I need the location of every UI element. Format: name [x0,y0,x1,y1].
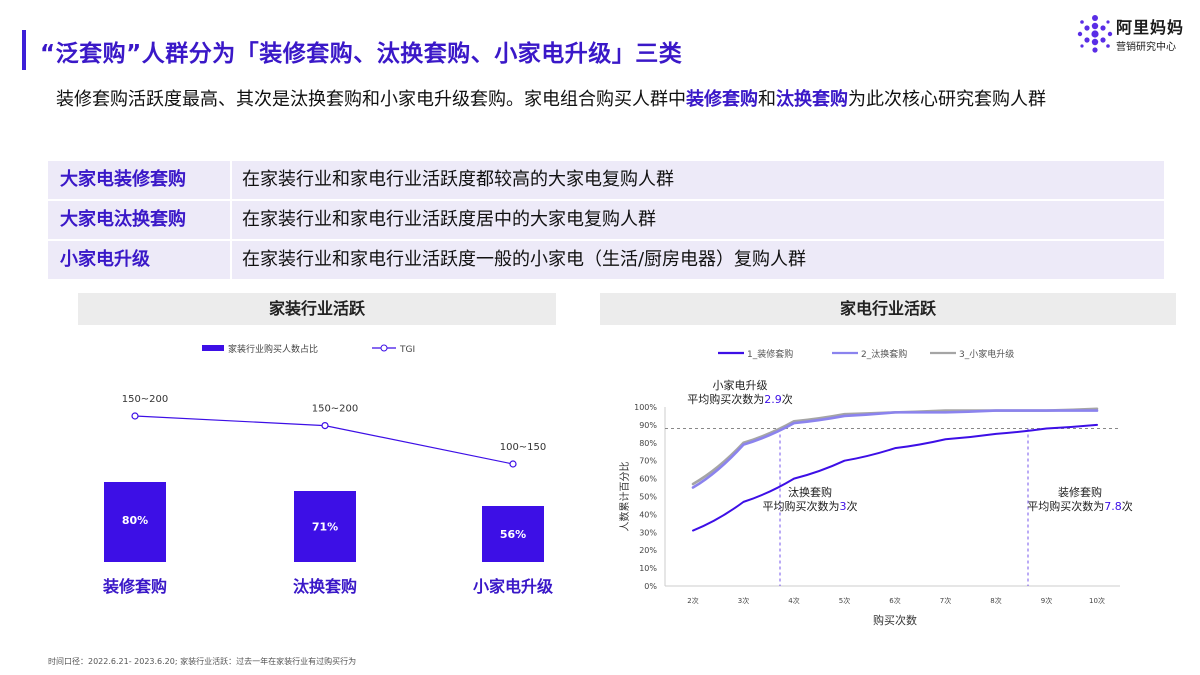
logo-brand-text: 阿里妈妈 [1116,18,1185,37]
left-panel-title: 家装行业活跃 [78,293,556,325]
y-tick-label: 100% [634,403,657,412]
definition-table: 大家电装修套购 在家装行业和家电行业活跃度都较高的大家电复购人群 大家电汰换套购… [48,161,1164,281]
definition-desc: 在家装行业和家电行业活跃度都较高的大家电复购人群 [242,169,674,190]
y-tick-label: 10% [639,564,657,573]
y-tick-label: 60% [639,475,657,484]
annotation-label: 小家电升级 [713,378,768,392]
tgi-label: 150~200 [122,394,169,405]
series-line [691,409,1099,489]
y-tick-label: 0% [644,582,657,591]
legend-bar-swatch [202,345,224,351]
bar-value-label: 71% [312,521,338,534]
row-divider [230,201,232,239]
y-tick-label: 70% [639,457,657,466]
x-tick-label: 6次 [889,596,900,605]
definition-row: 小家电升级 在家装行业和家电行业活跃度一般的小家电（生活/厨房电器）复购人群 [48,241,1164,279]
intro-highlight-2: 汰换套购 [776,89,848,110]
bar-value-label: 56% [500,528,526,541]
right-line-chart: 1_装修套购 2_汰换套购 3_小家电升级 0% 10% 20% 30% 40% 50% 60% 7… [618,348,1133,627]
x-tick-label: 10次 [1089,596,1105,605]
alimama-logo: 阿里妈妈 营销研究中心 [1076,14,1186,58]
legend-tgi-marker [380,344,388,352]
definition-row: 大家电汰换套购 在家装行业和家电行业活跃度居中的大家电复购人群 [48,201,1164,239]
intro-part2: 为此次核心研究套购人群 [848,89,1046,110]
tgi-point [509,460,517,468]
x-tick-label: 8次 [990,596,1001,605]
legend-bar-label: 家装行业购买人数占比 [228,343,318,355]
y-tick-label: 20% [639,546,657,555]
definition-name: 小家电升级 [60,249,150,270]
x-tick-label: 7次 [940,596,951,605]
annotation-text: 平均购买次数为7.8次 [1027,499,1133,513]
intro-part1: 装修套购活跃度最高、其次是汰换套购和小家电升级套购。家电组合购买人群中 [56,89,686,110]
intro-highlight-1: 装修套购 [686,89,758,110]
tgi-point [321,421,329,430]
bar [104,482,166,562]
definition-row: 大家电装修套购 在家装行业和家电行业活跃度都较高的大家电复购人群 [48,161,1164,199]
x-tick-label: 3次 [738,596,749,605]
footnote: 时间口径：2022.6.21- 2023.6.20; 家装行业活跃：过去一年在家… [48,657,357,666]
annotation-label: 汰换套购 [788,485,832,499]
x-tick-label: 4次 [788,596,799,605]
tgi-label: 100~150 [500,442,547,453]
bar [482,506,544,562]
y-tick-label: 40% [639,510,657,519]
annotation-text: 平均购买次数为3次 [763,499,858,513]
tgi-point [131,412,139,420]
legend-label: 1_装修套购 [747,348,793,360]
logo-sub-text: 营销研究中心 [1116,42,1176,53]
left-bar-chart: 家装行业购买人数占比 TGI 80% 装修套购 71% 汰换套购 56% 小家电升级 150~2… [102,343,554,596]
x-axis-title: 购买次数 [873,613,917,627]
category-label: 汰换套购 [293,577,357,596]
bar [294,491,356,562]
annotation-label: 装修套购 [1058,485,1102,499]
y-axis-title: 人数累计百分比 [618,462,631,532]
category-label: 装修套购 [102,577,167,596]
definition-desc: 在家装行业和家电行业活跃度居中的大家电复购人群 [242,209,656,230]
bar-value-label: 80% [122,514,148,527]
y-tick-label: 80% [639,439,657,448]
category-label: 小家电升级 [473,577,554,596]
legend-tgi-label: TGI [399,345,415,355]
right-panel-title: 家电行业活跃 [600,293,1176,325]
definition-desc: 在家装行业和家电行业活跃度一般的小家电（生活/厨房电器）复购人群 [242,249,807,270]
x-tick-label: 9次 [1041,596,1052,605]
y-tick-label: 50% [639,493,657,502]
row-divider [230,161,232,199]
annotation-text: 平均购买次数为2.9次 [687,392,793,406]
tgi-label: 150~200 [312,404,359,415]
row-divider [230,241,232,279]
intro-mid: 和 [758,89,776,110]
definition-name: 大家电汰换套购 [60,209,186,230]
definition-name: 大家电装修套购 [60,169,186,190]
title-accent-bar [22,30,26,70]
y-tick-label: 90% [639,421,657,430]
y-tick-label: 30% [639,528,657,537]
legend-label: 2_汰换套购 [861,348,907,360]
series-line [691,407,1099,486]
logo-dots-icon [1077,15,1113,53]
x-tick-label: 5次 [839,596,850,605]
intro-text: 装修套购活跃度最高、其次是汰换套购和小家电升级套购。家电组合购买人群中装修套购和… [56,88,1166,112]
page-title: “泛套购”人群分为「装修套购、汰换套购、小家电升级」三类 [40,41,683,67]
x-tick-label: 2次 [687,596,698,605]
series-line [692,423,1098,532]
legend-label: 3_小家电升级 [959,348,1014,360]
